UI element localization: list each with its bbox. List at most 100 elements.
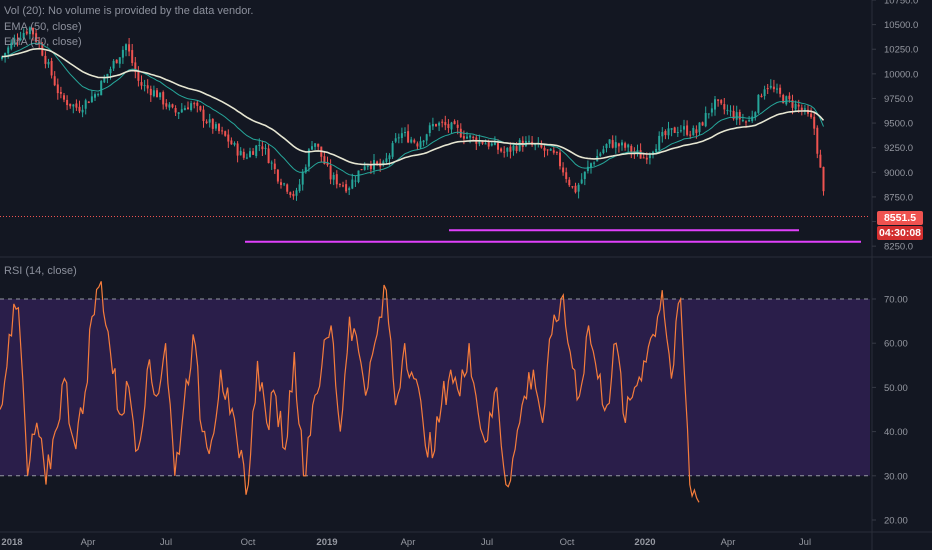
candle-body: [726, 109, 729, 111]
candle-body: [261, 146, 264, 150]
candle-body: [121, 49, 124, 58]
candle-body: [400, 133, 403, 138]
candle-body: [323, 156, 326, 164]
candle-body: [704, 112, 707, 127]
candle-body: [286, 184, 289, 192]
time-tick-label: Apr: [81, 537, 96, 548]
candle-body: [810, 113, 813, 118]
candle-body: [199, 106, 202, 111]
candle-body: [137, 70, 140, 81]
candle-body: [661, 132, 664, 137]
candle-body: [25, 31, 28, 34]
candle-body: [193, 103, 196, 105]
candle-body: [676, 132, 679, 134]
volume-legend: Vol (20): No volume is provided by the d…: [4, 5, 254, 17]
candle-body: [503, 151, 506, 153]
candle-body: [295, 190, 298, 196]
candle-body: [242, 151, 245, 158]
price-tick-label: 9500.0: [884, 119, 913, 130]
candle-body: [549, 148, 552, 151]
candle-body: [50, 60, 53, 76]
candle-body: [769, 85, 772, 88]
candle-body: [75, 103, 78, 108]
candle-body: [655, 148, 658, 153]
candle-body: [630, 146, 633, 153]
candle-body: [512, 145, 515, 151]
candle-body: [466, 136, 468, 139]
candle-body: [177, 112, 180, 114]
candle-body: [791, 100, 794, 108]
candle-body: [497, 143, 499, 150]
candle-body: [298, 184, 301, 192]
rsi-tick-label: 30.00: [884, 471, 908, 482]
candle-body: [90, 96, 93, 103]
time-tick-label: Jul: [799, 537, 811, 548]
candle-body: [720, 100, 723, 104]
rsi-tick-label: 50.00: [884, 383, 908, 394]
candle-body: [10, 42, 13, 49]
price-tick-label: 9250.0: [884, 143, 913, 154]
candle-body: [69, 103, 72, 107]
candle-body: [552, 150, 555, 153]
candle-body: [701, 122, 704, 126]
candle-body: [115, 59, 118, 64]
candle-body: [97, 94, 100, 96]
price-tick-label: 10250.0: [884, 45, 918, 56]
candle-body: [571, 186, 574, 188]
candle-body: [72, 104, 75, 107]
candle-body: [168, 104, 171, 108]
candle-body: [109, 68, 112, 74]
candle-body: [580, 179, 583, 184]
candle-body: [59, 91, 62, 94]
candle-body: [258, 144, 261, 146]
candle-body: [732, 110, 735, 119]
candle-body: [679, 130, 682, 132]
candle-body: [227, 134, 230, 142]
candle-body: [22, 33, 25, 39]
candle-body: [416, 143, 419, 147]
candle-body: [218, 123, 220, 132]
candle-body: [444, 122, 447, 126]
candle-body: [211, 119, 214, 129]
candle-body: [187, 107, 189, 110]
rsi-tick-label: 20.00: [884, 516, 908, 527]
candle-body: [140, 82, 143, 86]
candle-body: [159, 92, 162, 98]
candle-body: [478, 139, 481, 144]
time-tick-label: Jul: [481, 537, 493, 548]
candle-body: [534, 144, 537, 146]
candle-body: [19, 38, 22, 41]
candle-body: [435, 124, 437, 127]
candle-body: [190, 103, 193, 110]
candle-body: [803, 108, 806, 110]
candle-body: [56, 84, 59, 94]
ema-slow-legend: EMA (50, close): [4, 36, 82, 48]
candle-body: [748, 120, 751, 122]
candle-body: [118, 57, 121, 64]
candle-body: [673, 127, 676, 133]
candle-body: [670, 128, 673, 130]
candle-body: [283, 183, 286, 185]
candle-body: [710, 108, 713, 113]
candle-body: [639, 150, 642, 159]
candle-body: [7, 47, 10, 54]
candle-body: [772, 86, 775, 90]
candle-body: [351, 179, 354, 189]
candle-body: [583, 171, 586, 179]
candle-body: [131, 50, 134, 64]
candle-body: [394, 138, 397, 142]
candle-body: [236, 143, 239, 156]
time-tick-label: 2019: [316, 537, 337, 548]
candle-body: [391, 143, 394, 157]
candle-body: [487, 142, 490, 147]
candle-body: [397, 137, 400, 139]
candle-body: [1, 56, 3, 59]
candle-body: [332, 175, 335, 180]
candle-body: [202, 109, 205, 122]
candle-body: [245, 157, 248, 159]
candle-body: [624, 143, 627, 148]
candle-body: [562, 167, 565, 173]
candle-body: [729, 110, 732, 112]
price-tick-label: 8250.0: [884, 242, 913, 253]
